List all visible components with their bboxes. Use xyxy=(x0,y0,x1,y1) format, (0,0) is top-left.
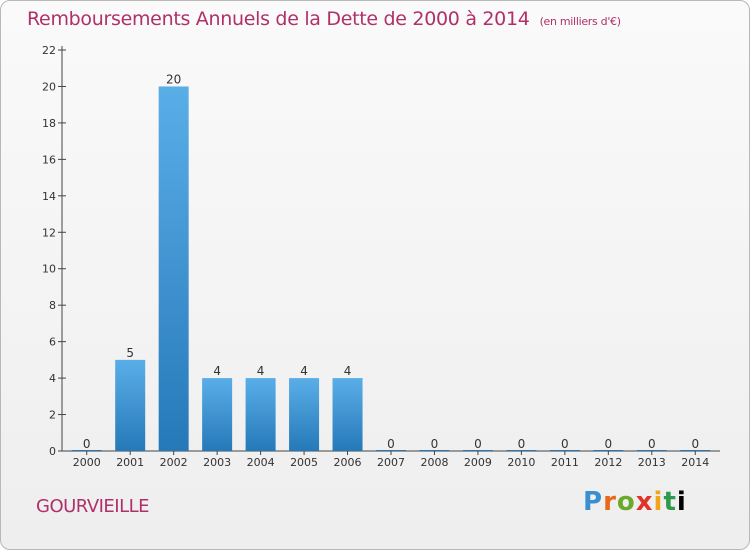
x-tick-label: 2010 xyxy=(507,456,535,469)
y-axis: 0 2 4 6 8 10 12 14 16 18 20 22 xyxy=(42,44,66,458)
bar-value-label: 0 xyxy=(474,437,482,451)
y-tick-label: 22 xyxy=(42,44,56,57)
bar xyxy=(419,450,450,451)
bar xyxy=(245,378,276,451)
bar xyxy=(593,450,624,451)
y-tick-label: 0 xyxy=(49,445,56,458)
bar xyxy=(289,378,320,451)
bar xyxy=(376,450,406,451)
bar xyxy=(158,86,189,452)
bar xyxy=(680,450,711,451)
bar-value-label: 20 xyxy=(166,72,181,86)
bar-value-label: 0 xyxy=(387,437,395,451)
y-tick-label: 14 xyxy=(42,190,56,203)
x-tick-label: 2014 xyxy=(681,456,709,469)
y-tick-label: 4 xyxy=(49,372,56,385)
chart-title-text: Remboursements Annuels de la Dette de 20… xyxy=(27,8,530,30)
x-tick-label: 2005 xyxy=(290,456,318,469)
x-tick-label: 2008 xyxy=(420,456,448,469)
bar-value-label: 0 xyxy=(83,437,91,451)
bar xyxy=(462,450,493,451)
proxiti-logo: Proxiti xyxy=(583,487,687,517)
chart-title: Remboursements Annuels de la Dette de 20… xyxy=(27,8,621,30)
y-tick-label: 12 xyxy=(42,226,56,239)
y-tick-label: 6 xyxy=(49,336,56,349)
bar xyxy=(71,450,102,451)
bar-value-label: 0 xyxy=(561,437,569,451)
bars xyxy=(71,86,711,452)
y-tick-label: 8 xyxy=(49,299,56,312)
bar-value-label: 4 xyxy=(257,364,265,378)
x-tick-label: 2002 xyxy=(160,456,188,469)
bar xyxy=(332,378,363,451)
bar xyxy=(549,450,580,451)
bar xyxy=(636,450,667,451)
bar-value-label: 5 xyxy=(126,346,134,360)
bar-value-label: 0 xyxy=(605,437,613,451)
y-tick-label: 18 xyxy=(42,117,56,130)
x-tick-label: 2013 xyxy=(638,456,666,469)
bar-value-label: 0 xyxy=(648,437,656,451)
x-tick-label: 2009 xyxy=(464,456,492,469)
bar-value-label: 4 xyxy=(213,364,221,378)
x-axis: 2000 2001 2002 2003 2004 2005 2006 2007 2008 2009… xyxy=(62,450,720,469)
bar-value-label: 0 xyxy=(518,437,526,451)
y-tick-label: 20 xyxy=(42,80,56,93)
x-tick-label: 2003 xyxy=(203,456,231,469)
bar-value-label: 0 xyxy=(431,437,439,451)
bar-value-label: 4 xyxy=(344,364,352,378)
x-tick-label: 2001 xyxy=(116,456,144,469)
x-tick-label: 2006 xyxy=(334,456,362,469)
y-tick-label: 10 xyxy=(42,263,56,276)
commune-name: GOURVIEILLE xyxy=(36,496,150,517)
x-tick-label: 2004 xyxy=(247,456,275,469)
bar-value-label: 0 xyxy=(691,437,699,451)
y-tick-label: 2 xyxy=(49,409,56,422)
bar xyxy=(202,378,233,451)
bar-value-label: 4 xyxy=(300,364,308,378)
x-tick-label: 2007 xyxy=(377,456,405,469)
x-tick-label: 2012 xyxy=(594,456,622,469)
x-tick-label: 2000 xyxy=(73,456,101,469)
chart-unit: (en milliers d'€) xyxy=(539,15,621,28)
y-tick-label: 16 xyxy=(42,153,56,166)
bar xyxy=(506,450,537,451)
bar xyxy=(115,359,146,451)
data-labels: 0 5 20 4 4 4 4 0 0 0 0 0 0 0 0 xyxy=(83,72,699,451)
x-tick-label: 2011 xyxy=(551,456,579,469)
